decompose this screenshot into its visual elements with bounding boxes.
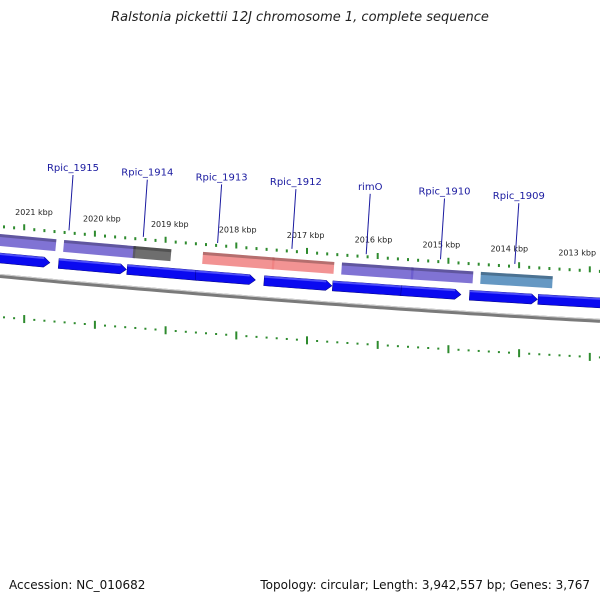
gene-leader-line [68, 174, 74, 231]
outer-tick-track [3, 224, 600, 273]
gene-track [0, 233, 553, 289]
cds-arrow [126, 264, 204, 281]
kbp-label: 2016 kbp [355, 236, 393, 245]
cds-arrow [468, 289, 538, 305]
kbp-label: 2019 kbp [151, 220, 189, 229]
chromosome-backbone [0, 274, 600, 323]
gene-labels: Rpic_1915 Rpic_1914 Rpic_1913 Rpic_1912 rimO… [47, 163, 545, 264]
kbp-label: 2017 kbp [287, 231, 325, 240]
cds-arrow [57, 258, 127, 275]
gene-label: Rpic_1910 [418, 187, 470, 198]
gene-label: Rpic_1915 [47, 163, 99, 174]
gene-leader-line [217, 184, 223, 244]
cds-track [0, 251, 600, 309]
accession-text: Accession: NC_010682 [9, 578, 146, 592]
gene-feature-block [341, 262, 414, 280]
gene-label: rimO [358, 182, 383, 193]
cds-arrow [537, 294, 600, 309]
gene-leader-line [365, 193, 371, 255]
gene-leader-line [440, 198, 445, 260]
gene-feature-block [410, 267, 474, 284]
gene-label: Rpic_1909 [493, 191, 545, 202]
kbp-label: 2014 kbp [490, 245, 528, 254]
cds-arrow [194, 270, 256, 285]
gene-label: Rpic_1912 [270, 177, 322, 188]
kbp-label: 2020 kbp [83, 214, 121, 223]
gene-leader-line [514, 203, 520, 264]
gene-leader-line [142, 179, 148, 237]
map-title: Ralstonia pickettii 12J chromosome 1, co… [111, 10, 489, 25]
gene-leader-line [291, 189, 297, 249]
backbone-line [0, 274, 600, 323]
inner-tick-track [3, 315, 600, 361]
kbp-label: 2021 kbp [15, 208, 53, 217]
gene-feature-block [132, 246, 172, 262]
gene-label: Rpic_1913 [196, 172, 248, 183]
kbp-label: 2013 kbp [558, 249, 596, 258]
gene-feature-block [0, 233, 57, 252]
cds-arrow [331, 280, 409, 296]
gene-feature-block [271, 257, 335, 274]
gene-feature-block [480, 271, 553, 289]
kbp-label: 2018 kbp [219, 226, 257, 235]
gene-feature-block [202, 251, 275, 270]
gene-label: Rpic_1914 [121, 168, 173, 179]
gene-feature-block [63, 239, 136, 259]
cds-arrow [0, 251, 51, 268]
cds-arrow [400, 285, 462, 300]
summary-text: Topology: circular; Length: 3,942,557 bp… [260, 578, 590, 592]
cds-arrow [263, 275, 333, 291]
backbone-highlight [0, 274, 600, 320]
